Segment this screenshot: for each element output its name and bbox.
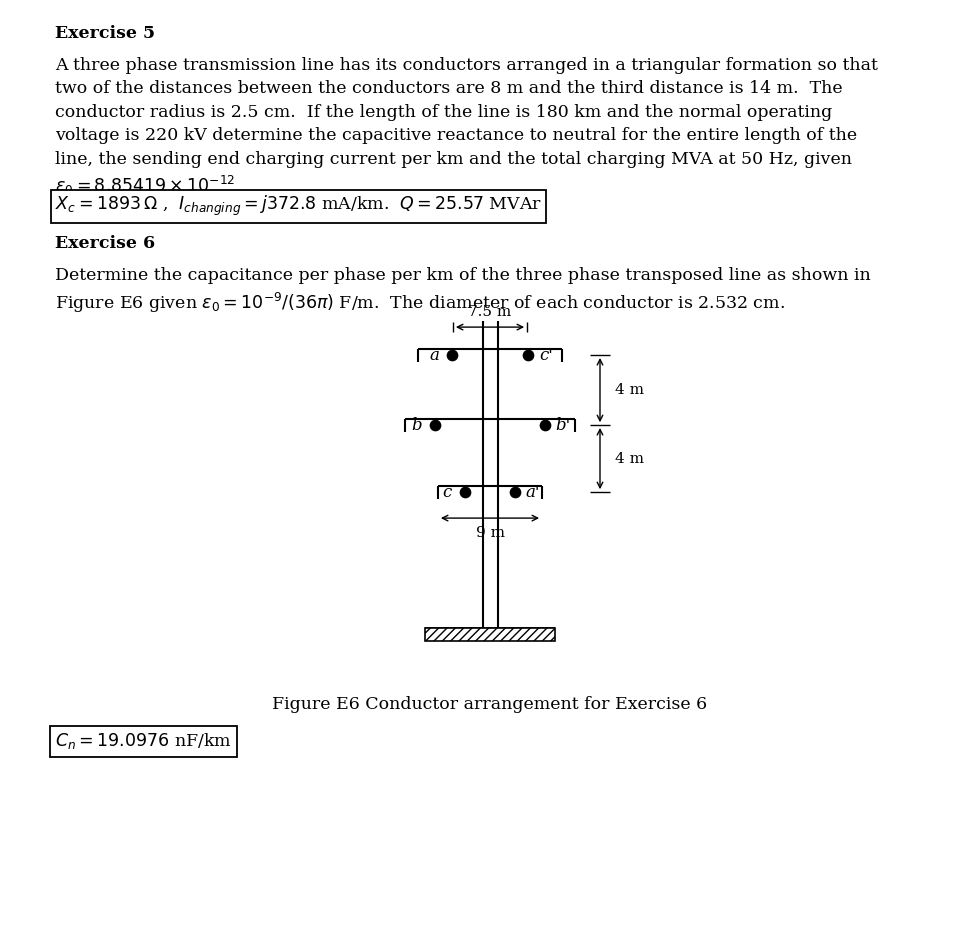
Text: c: c: [442, 484, 452, 500]
Text: 4 m: 4 m: [615, 452, 644, 466]
Text: two of the distances between the conductors are 8 m and the third distance is 14: two of the distances between the conduct…: [55, 80, 843, 98]
Text: b: b: [412, 417, 422, 433]
Text: Figure E6 Conductor arrangement for Exercise 6: Figure E6 Conductor arrangement for Exer…: [272, 696, 708, 713]
Text: 9 m: 9 m: [475, 526, 505, 540]
Point: [444, 348, 460, 363]
Text: Exercise 6: Exercise 6: [55, 235, 155, 252]
Text: $C_n = 19.0976$ nF/km: $C_n = 19.0976$ nF/km: [55, 731, 231, 751]
Text: c': c': [539, 347, 553, 364]
Point: [537, 418, 553, 432]
Text: line, the sending end charging current per km and the total charging MVA at 50 H: line, the sending end charging current p…: [55, 151, 852, 167]
Text: A three phase transmission line has its conductors arranged in a triangular form: A three phase transmission line has its …: [55, 57, 878, 73]
Text: 7.5 m: 7.5 m: [468, 305, 512, 319]
Text: Determine the capacitance per phase per km of the three phase transposed line as: Determine the capacitance per phase per …: [55, 267, 871, 284]
Text: a': a': [525, 484, 540, 500]
Text: b': b': [556, 417, 570, 433]
Point: [508, 485, 523, 499]
Text: Exercise 5: Exercise 5: [55, 25, 155, 42]
Text: a: a: [429, 347, 439, 364]
Bar: [425, 628, 555, 641]
Text: voltage is 220 kV determine the capacitive reactance to neutral for the entire l: voltage is 220 kV determine the capaciti…: [55, 127, 858, 144]
Point: [427, 418, 443, 432]
Text: conductor radius is 2.5 cm.  If the length of the line is 180 km and the normal : conductor radius is 2.5 cm. If the lengt…: [55, 104, 832, 121]
Text: $X_c = 1893\,\Omega$ ,  $I_{changing} = j372.8$ mA/km.  $Q = 25.57$ MVAr: $X_c = 1893\,\Omega$ , $I_{changing} = j…: [55, 194, 542, 219]
Point: [520, 348, 536, 363]
Text: 4 m: 4 m: [615, 383, 644, 397]
Text: Figure E6 given $\epsilon_0 = 10^{-9}/(36\pi)$ F/m.  The diameter of each conduc: Figure E6 given $\epsilon_0 = 10^{-9}/(3…: [55, 290, 785, 314]
Text: $\epsilon_0 = 8.85419 \times 10^{-12}$: $\epsilon_0 = 8.85419 \times 10^{-12}$: [55, 174, 235, 197]
Point: [457, 485, 472, 499]
